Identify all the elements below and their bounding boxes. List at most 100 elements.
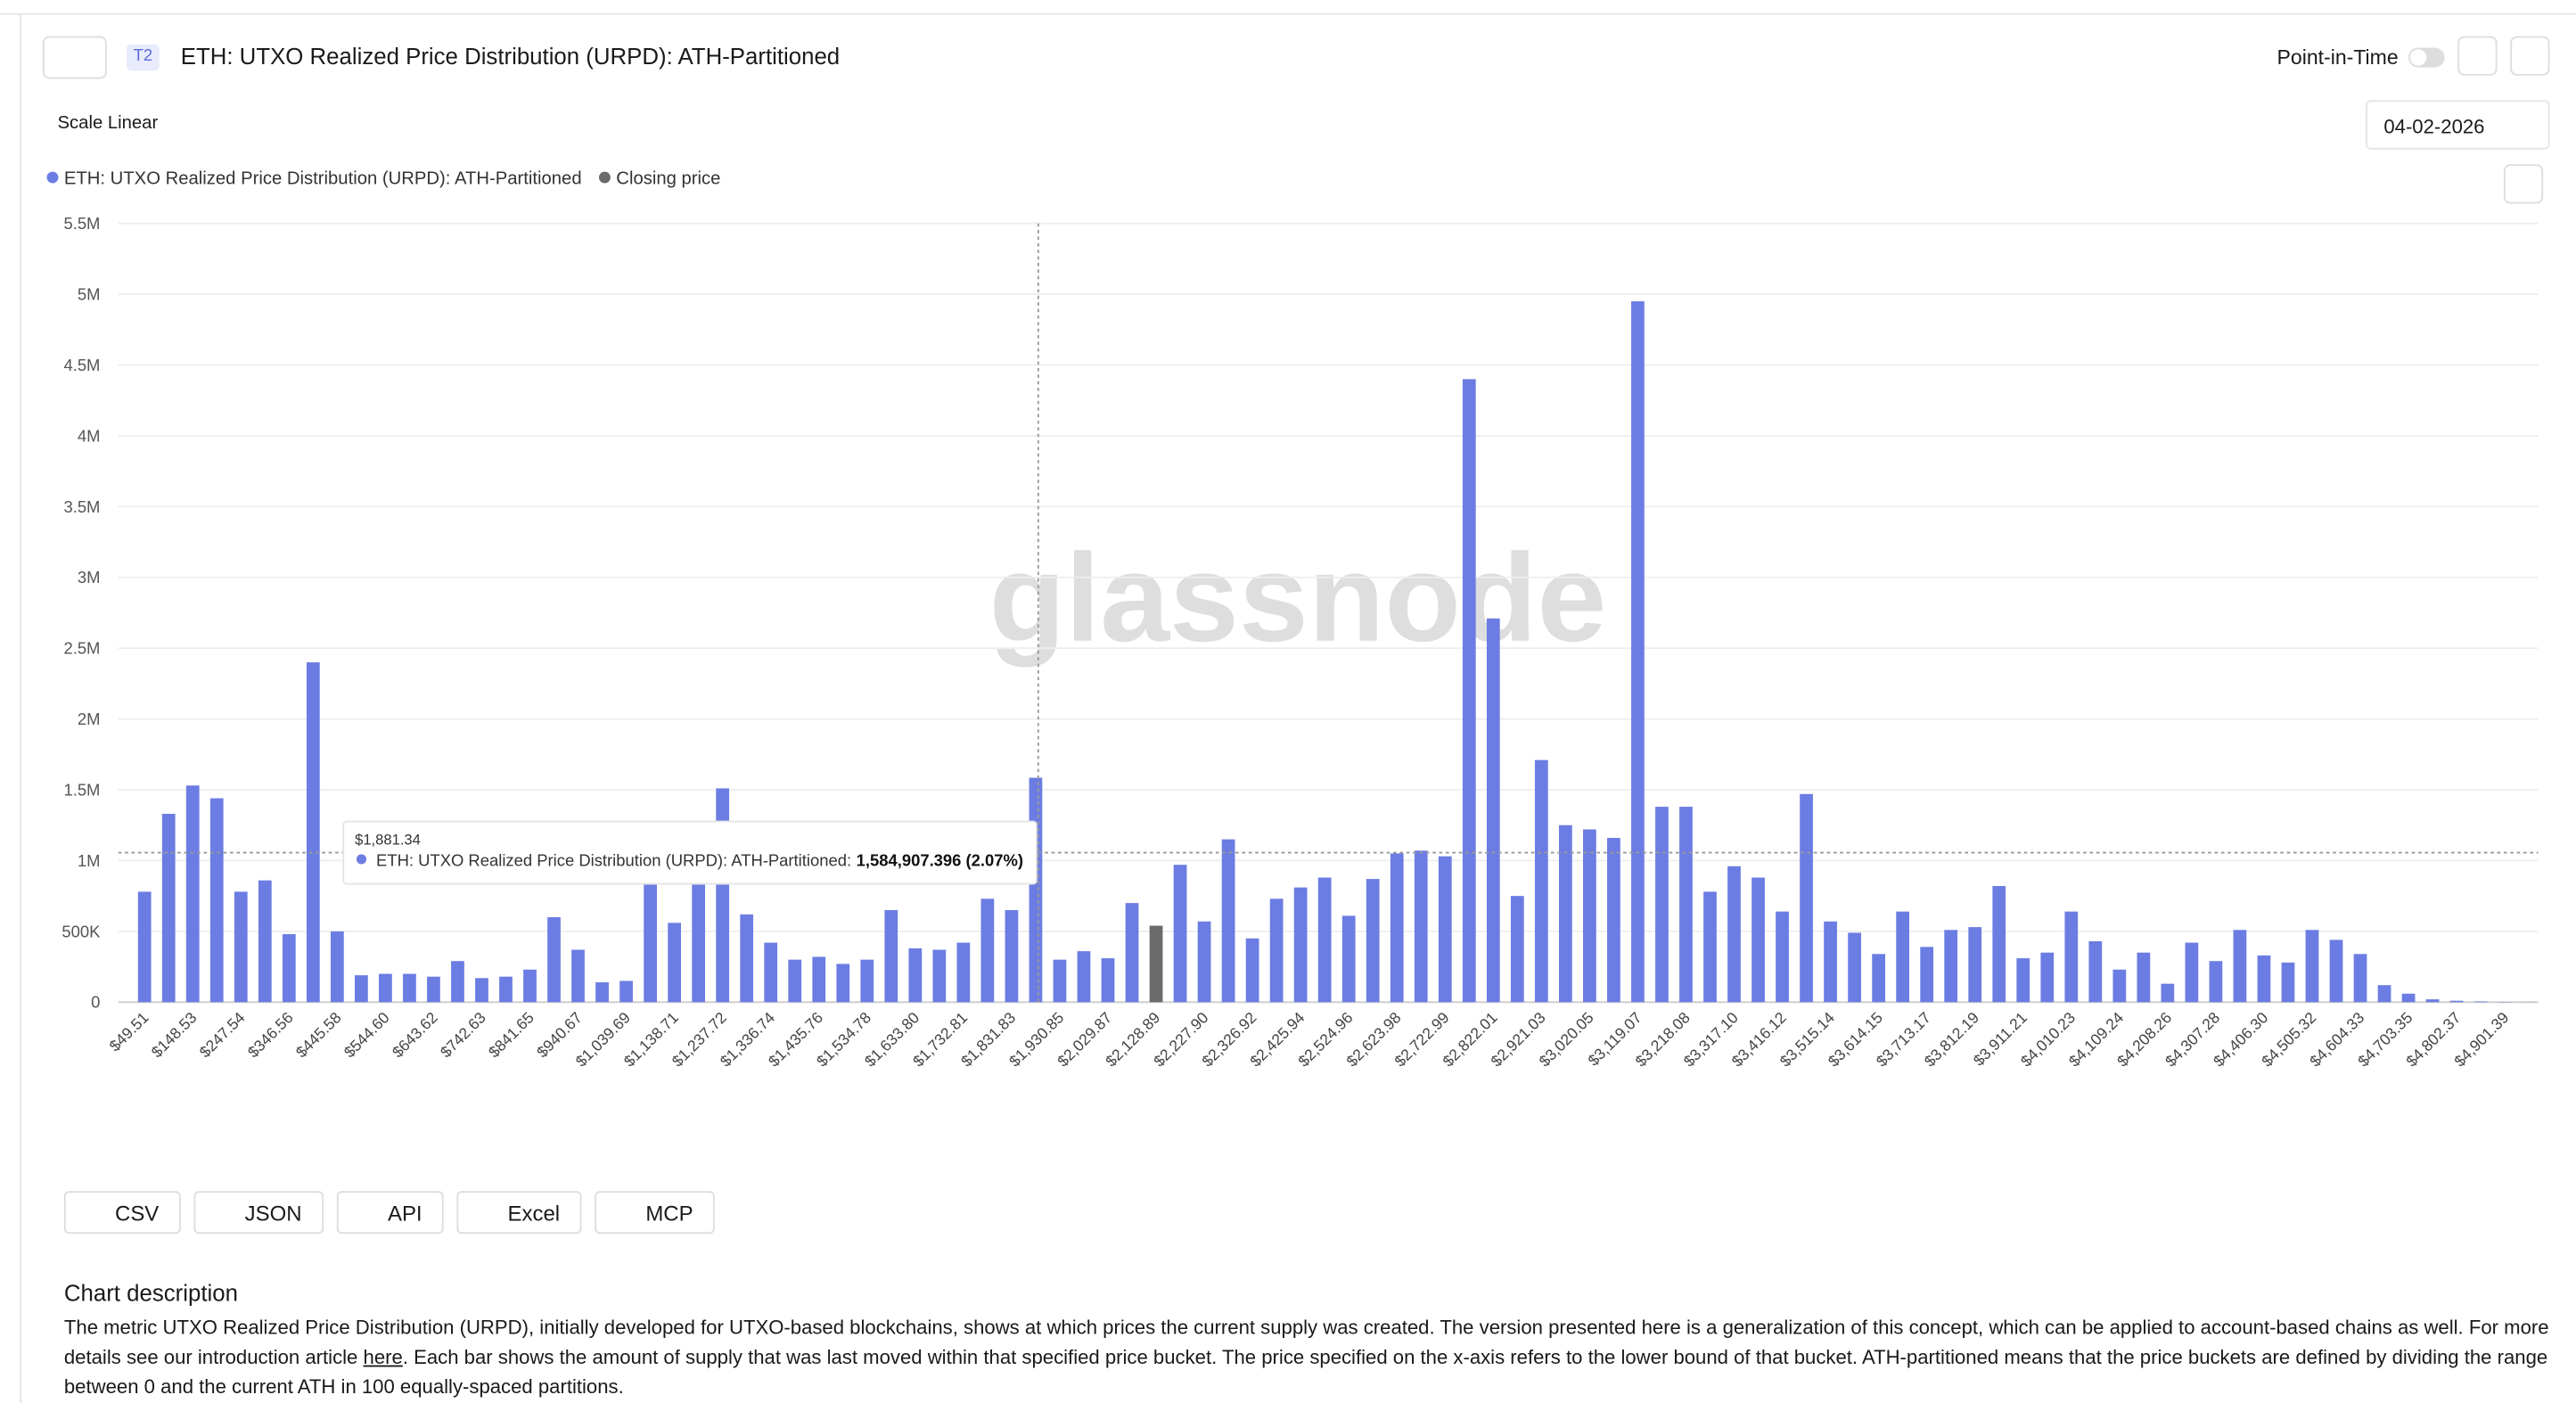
bar <box>764 942 778 1003</box>
bar <box>1896 911 1910 1003</box>
tooltip-box <box>342 820 1038 885</box>
bar <box>1558 825 1572 1003</box>
bar <box>2425 999 2440 1003</box>
tooltip-label: ETH: UTXO Realized Price Distribution (U… <box>376 850 851 869</box>
x-tick-label: $841.65 <box>485 1008 537 1061</box>
bar <box>1679 807 1693 1003</box>
bar <box>282 934 296 1003</box>
bar <box>1269 898 1284 1003</box>
bar <box>1414 850 1428 1003</box>
bar <box>451 961 464 1003</box>
bar <box>1125 903 1139 1003</box>
sidebar-toggle[interactable] <box>42 36 107 79</box>
bar <box>1703 891 1717 1003</box>
bar <box>1245 938 1259 1003</box>
bar <box>2064 911 2079 1003</box>
link[interactable]: here <box>363 1345 403 1369</box>
y-tick-label: 4M <box>78 426 101 445</box>
bar <box>354 975 368 1003</box>
bar <box>1583 829 1596 1003</box>
bar <box>547 916 561 1003</box>
scale-select[interactable]: Scale Linear <box>57 113 159 134</box>
x-tick-label: $247.54 <box>196 1008 249 1061</box>
x-tick-label: $643.62 <box>389 1008 441 1061</box>
bar <box>523 969 537 1003</box>
bar <box>2209 961 2223 1003</box>
bar <box>2401 993 2416 1003</box>
bar <box>2088 940 2103 1003</box>
bar <box>2473 1001 2488 1003</box>
y-tick-label: 500K <box>62 922 101 940</box>
export-button[interactable]: CSV <box>63 1191 181 1235</box>
bar <box>1317 877 1332 1003</box>
x-tick-label: $445.58 <box>292 1008 345 1061</box>
chart: glassnode 0 500K 1M 1.5M 2M 2.5M 3M 3.5M 4M 4.5M 5… <box>46 168 2539 1071</box>
bar <box>1752 877 1765 1003</box>
bar <box>1438 856 1452 1003</box>
y-tick-label: 5.5M <box>63 214 100 233</box>
export-button[interactable]: API <box>336 1191 444 1235</box>
toggle[interactable] <box>2408 47 2445 68</box>
bar <box>2161 983 2175 1003</box>
bar <box>668 923 682 1003</box>
date-input[interactable]: 04-02-2026 <box>2366 100 2550 150</box>
bar <box>1101 958 1115 1003</box>
bar <box>1848 932 1861 1003</box>
bar <box>1992 886 2006 1003</box>
bar <box>788 959 802 1003</box>
export-button[interactable]: JSON <box>193 1191 324 1235</box>
bar <box>379 973 392 1003</box>
bar <box>980 898 995 1003</box>
legend-marker <box>598 171 611 184</box>
bar <box>860 959 874 1003</box>
legend-label: Closing price <box>616 168 720 188</box>
bar <box>1510 896 1524 1003</box>
description: The metric UTXO Realized Price Distribut… <box>64 1313 2553 1402</box>
bar <box>908 948 923 1003</box>
bar <box>1173 865 1187 1003</box>
legend-label: ETH: UTXO Realized Price Distribution (U… <box>64 168 582 188</box>
share-button[interactable] <box>2510 36 2550 76</box>
bar <box>1005 910 1019 1003</box>
bar <box>932 949 947 1003</box>
bar <box>2233 930 2247 1003</box>
snapshot-button[interactable] <box>2503 164 2544 204</box>
export-button[interactable]: MCP <box>595 1191 715 1235</box>
y-tick-label: 2.5M <box>63 639 100 658</box>
bar <box>692 879 706 1003</box>
tooltip-title: $1,881.34 <box>355 831 421 848</box>
bar <box>499 976 513 1003</box>
bar <box>836 964 850 1003</box>
bar <box>330 931 344 1003</box>
bar <box>2185 942 2199 1003</box>
bar <box>812 956 826 1003</box>
bar <box>258 880 272 1003</box>
bar <box>1077 951 1091 1003</box>
y-tick-label: 2M <box>78 710 101 728</box>
bar <box>234 891 248 1003</box>
bar <box>1486 618 1500 1003</box>
page-title: ETH: UTXO Realized Price Distribution (U… <box>180 42 841 70</box>
export-button[interactable]: Excel <box>456 1191 582 1235</box>
bar <box>1824 921 1837 1003</box>
watermark: glassnode <box>989 528 1607 668</box>
bar <box>1655 807 1669 1003</box>
x-tick-label: $544.60 <box>340 1008 393 1061</box>
tooltip-value: 1,584,907.396 (2.07%) <box>857 850 1023 869</box>
bar <box>306 662 320 1003</box>
y-tick-label: 1M <box>78 851 101 870</box>
point-in-time-label: Point-in-Time <box>2277 45 2399 70</box>
bar <box>956 942 971 1003</box>
bar <box>1029 777 1043 1003</box>
frame-top <box>0 12 2576 15</box>
star-button[interactable] <box>2457 36 2498 76</box>
bar <box>209 798 224 1003</box>
bar <box>2449 1000 2464 1003</box>
bar <box>185 785 200 1003</box>
description-text: . Each bar shows the amount of supply th… <box>63 1345 2548 1399</box>
bar <box>619 980 633 1003</box>
bar <box>2016 958 2030 1003</box>
x-tick-label: $148.53 <box>148 1008 201 1061</box>
